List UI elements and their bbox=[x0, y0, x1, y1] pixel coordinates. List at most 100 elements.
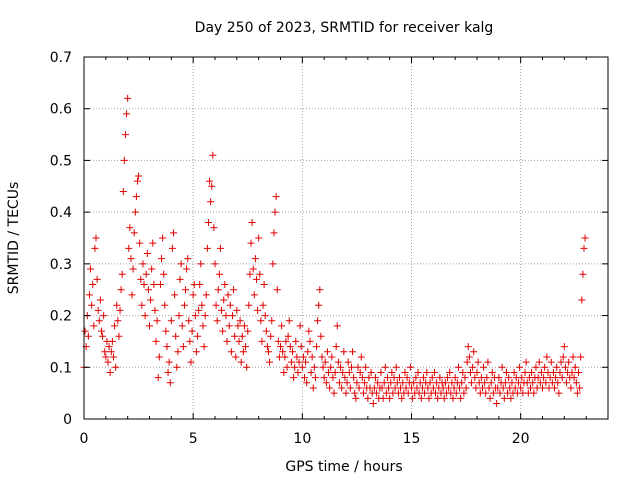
grid bbox=[84, 57, 608, 419]
data-point bbox=[273, 286, 281, 294]
data-point bbox=[237, 358, 245, 366]
data-point bbox=[196, 281, 204, 289]
data-point bbox=[202, 291, 210, 299]
data-point bbox=[89, 281, 97, 289]
data-point bbox=[554, 379, 562, 387]
data-point bbox=[374, 379, 382, 387]
data-point bbox=[326, 384, 334, 392]
data-point bbox=[268, 317, 276, 325]
data-point bbox=[203, 244, 211, 252]
data-point bbox=[225, 322, 233, 330]
data-point bbox=[270, 229, 278, 237]
data-point bbox=[382, 389, 390, 397]
data-point bbox=[114, 317, 122, 325]
data-point bbox=[298, 363, 306, 371]
data-point bbox=[571, 363, 579, 371]
data-point bbox=[220, 296, 228, 304]
data-point bbox=[107, 348, 115, 356]
data-point bbox=[252, 275, 260, 283]
data-point bbox=[487, 379, 495, 387]
data-point bbox=[420, 374, 428, 382]
data-point bbox=[279, 348, 287, 356]
data-point bbox=[96, 296, 104, 304]
data-point bbox=[465, 353, 473, 361]
data-point bbox=[172, 332, 180, 340]
data-point bbox=[404, 389, 412, 397]
x-tick-label: 5 bbox=[189, 431, 198, 447]
data-point bbox=[184, 255, 192, 263]
data-point bbox=[327, 363, 335, 371]
data-point bbox=[143, 250, 151, 258]
data-point bbox=[223, 337, 231, 345]
data-point bbox=[147, 296, 155, 304]
data-point bbox=[459, 368, 467, 376]
data-point bbox=[175, 312, 183, 320]
data-point bbox=[383, 374, 391, 382]
data-point bbox=[385, 384, 393, 392]
data-point bbox=[160, 270, 168, 278]
y-tick-label: 0.1 bbox=[50, 360, 72, 376]
data-point bbox=[282, 337, 290, 345]
data-point bbox=[449, 394, 457, 402]
y-tick-label: 0.5 bbox=[50, 153, 72, 169]
data-point bbox=[369, 399, 377, 407]
data-point bbox=[291, 363, 299, 371]
data-point bbox=[249, 265, 257, 273]
data-point bbox=[434, 394, 442, 402]
data-point bbox=[452, 389, 460, 397]
data-point bbox=[280, 368, 288, 376]
data-point bbox=[218, 306, 226, 314]
data-point bbox=[129, 265, 137, 273]
data-point bbox=[197, 260, 205, 268]
data-point bbox=[290, 374, 298, 382]
data-point bbox=[313, 343, 321, 351]
data-point bbox=[346, 384, 354, 392]
data-point bbox=[211, 260, 219, 268]
data-point bbox=[198, 301, 206, 309]
data-point bbox=[131, 208, 139, 216]
data-point bbox=[414, 368, 422, 376]
data-point bbox=[581, 234, 589, 242]
data-point bbox=[121, 131, 129, 139]
data-point bbox=[444, 374, 452, 382]
data-point bbox=[161, 301, 169, 309]
data-point bbox=[496, 389, 504, 397]
data-point bbox=[278, 322, 286, 330]
data-point bbox=[106, 368, 114, 376]
x-tick-label: 0 bbox=[80, 431, 89, 447]
data-point bbox=[112, 363, 120, 371]
data-point bbox=[318, 353, 326, 361]
data-point bbox=[194, 332, 202, 340]
data-point bbox=[119, 187, 127, 195]
data-point bbox=[230, 286, 238, 294]
data-point bbox=[362, 363, 370, 371]
data-point bbox=[292, 337, 300, 345]
data-point bbox=[576, 384, 584, 392]
data-point bbox=[152, 337, 160, 345]
data-point bbox=[557, 358, 565, 366]
data-point bbox=[299, 353, 307, 361]
data-point bbox=[254, 306, 262, 314]
data-point bbox=[489, 389, 497, 397]
data-point bbox=[200, 343, 208, 351]
data-point bbox=[499, 384, 507, 392]
data-point bbox=[364, 394, 372, 402]
data-point bbox=[314, 317, 322, 325]
data-point bbox=[239, 348, 247, 356]
data-point bbox=[441, 379, 449, 387]
data-point bbox=[572, 379, 580, 387]
data-point bbox=[118, 270, 126, 278]
data-point bbox=[579, 270, 587, 278]
data-point bbox=[159, 234, 167, 242]
data-point bbox=[117, 286, 125, 294]
data-point bbox=[210, 224, 218, 232]
data-point bbox=[195, 306, 203, 314]
data-point bbox=[171, 291, 179, 299]
data-point bbox=[204, 218, 212, 226]
data-point bbox=[559, 353, 567, 361]
data-point bbox=[470, 348, 478, 356]
data-point bbox=[446, 368, 454, 376]
data-point bbox=[460, 389, 468, 397]
data-point bbox=[257, 317, 265, 325]
data-point bbox=[227, 348, 235, 356]
